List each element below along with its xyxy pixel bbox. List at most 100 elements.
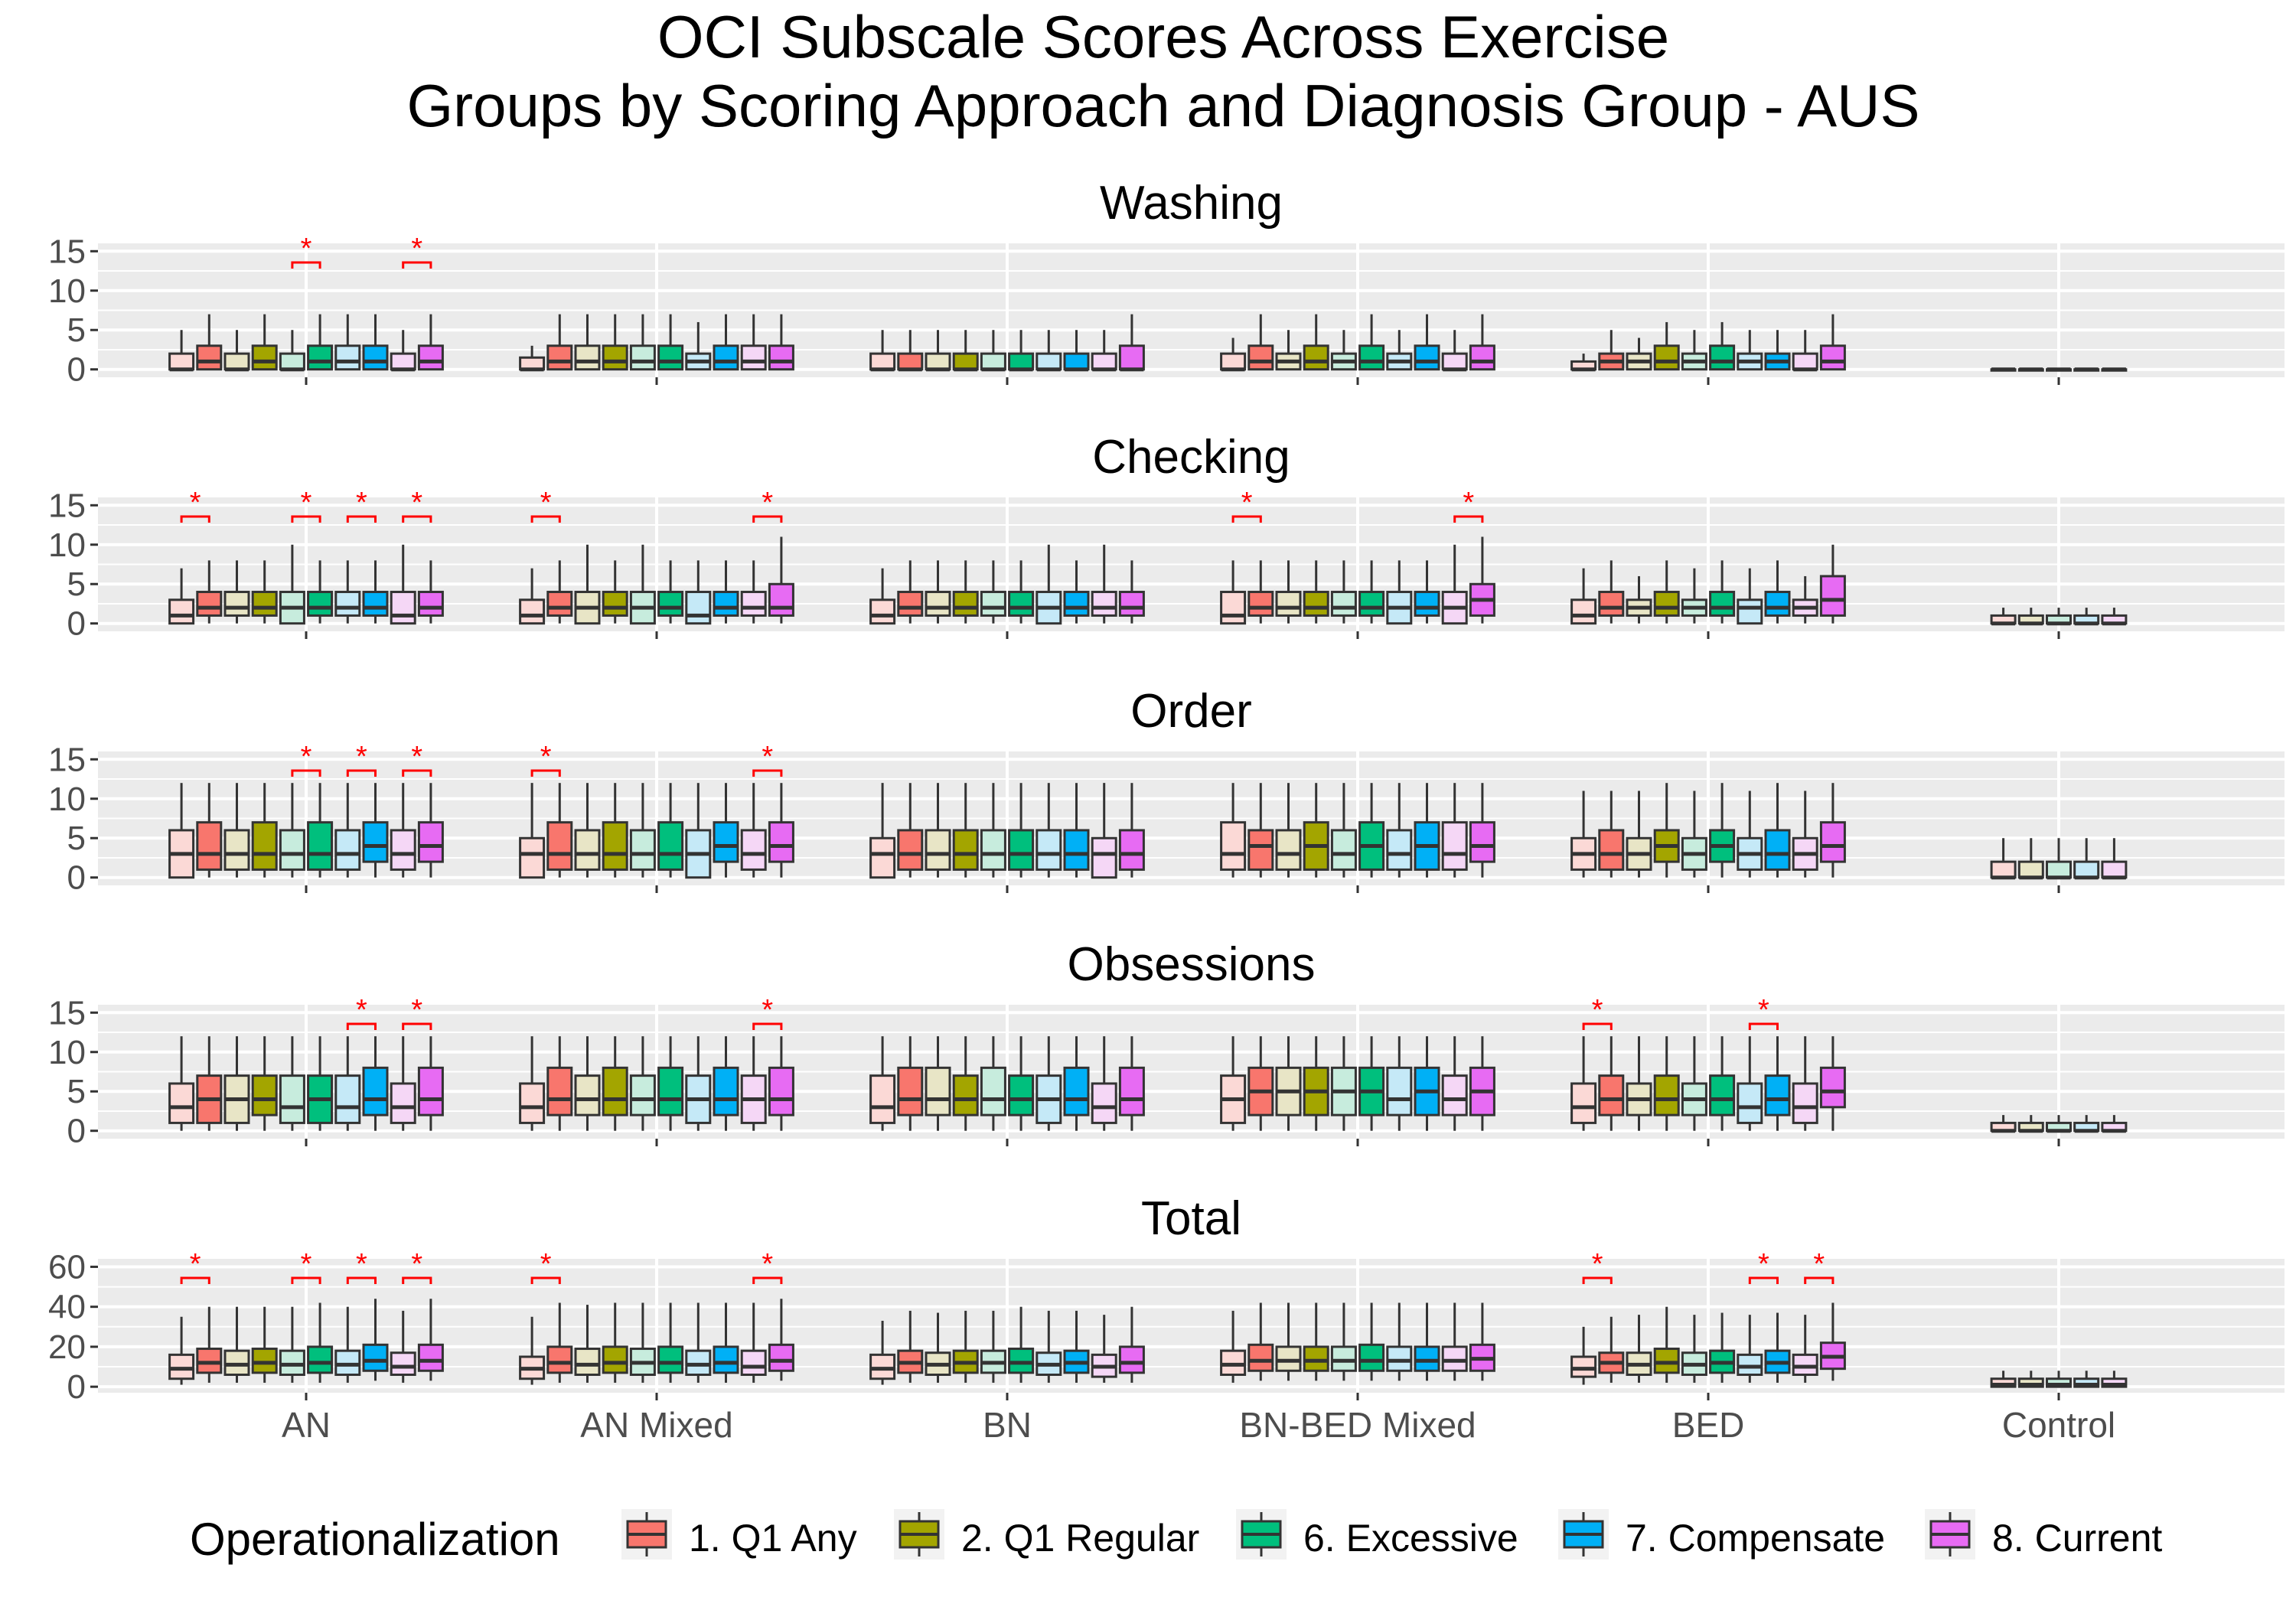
box-bed-4 xyxy=(1653,560,1680,624)
box-body xyxy=(1275,829,1302,871)
box-body xyxy=(279,1349,305,1376)
significance-bracket: * xyxy=(530,1248,561,1284)
box-body xyxy=(417,1343,444,1372)
box-bn-bed-mixed-4 xyxy=(1303,560,1329,624)
box-body xyxy=(1008,829,1035,871)
box-an-mixed-8 xyxy=(713,1036,739,1131)
box-body xyxy=(1441,352,1468,371)
box-control-4 xyxy=(2073,608,2100,626)
y-tick-label: 10 xyxy=(48,1034,86,1071)
box-bn-10 xyxy=(1118,314,1145,372)
box-body xyxy=(334,591,361,617)
box-body xyxy=(574,1348,601,1376)
y-tick-label: 0 xyxy=(67,859,86,897)
box-body xyxy=(740,591,767,617)
box-an-6 xyxy=(307,1036,334,1131)
box-body xyxy=(334,1349,361,1376)
box-control-3 xyxy=(2046,608,2072,626)
y-tick-label: 0 xyxy=(67,1113,86,1150)
box-body xyxy=(546,1345,573,1374)
box-an-mixed-2 xyxy=(546,1036,573,1131)
box-body xyxy=(713,821,739,863)
box-body xyxy=(602,821,628,871)
significance-star: * xyxy=(411,487,422,519)
box-an-9 xyxy=(390,783,416,878)
box-an-mixed-1 xyxy=(519,1316,546,1385)
box-bn-bed-mixed-10 xyxy=(1469,1036,1495,1131)
box-body xyxy=(768,1066,794,1116)
box-control-1 xyxy=(1990,1371,2017,1388)
box-body xyxy=(1386,1066,1413,1116)
box-bn-bed-mixed-1 xyxy=(1220,783,1247,878)
box-an-6 xyxy=(307,783,334,878)
significance-bracket: * xyxy=(752,994,783,1030)
box-bn-8 xyxy=(1063,330,1090,372)
box-body xyxy=(362,591,389,617)
box-bn-4 xyxy=(952,330,979,372)
box-body xyxy=(1653,1348,1680,1374)
box-control-4 xyxy=(2073,1371,2100,1388)
box-bn-bed-mixed-9 xyxy=(1441,1036,1468,1131)
box-body xyxy=(334,344,361,371)
box-bn-5 xyxy=(980,560,1006,624)
significance-bracket: * xyxy=(402,233,432,269)
box-body xyxy=(196,821,223,871)
box-an-4 xyxy=(251,560,278,624)
legend-item-2-q1-regular: 2. Q1 Regular xyxy=(894,1509,1199,1560)
box-bn-bed-mixed-1 xyxy=(1220,1310,1247,1383)
box-body xyxy=(602,344,628,371)
box-bed-1 xyxy=(1570,568,1597,625)
box-body xyxy=(519,598,546,625)
bracket-line xyxy=(530,1276,561,1284)
box-bn-bed-mixed-6 xyxy=(1358,783,1385,878)
box-bed-7 xyxy=(1737,330,1763,371)
box-body xyxy=(1303,591,1329,617)
box-body xyxy=(1330,591,1357,617)
bracket-line xyxy=(346,1022,377,1030)
box-bn-3 xyxy=(925,1036,951,1131)
box-bed-2 xyxy=(1598,790,1625,878)
y-tick-label: 10 xyxy=(48,781,86,818)
box-bed-10 xyxy=(1819,314,1846,371)
box-an-9 xyxy=(390,1036,416,1131)
box-an-10 xyxy=(417,314,444,371)
box-an-3 xyxy=(223,560,250,624)
box-an-mixed-6 xyxy=(657,1036,684,1131)
bracket-line xyxy=(180,515,210,523)
box-body xyxy=(168,598,195,625)
box-bn-5 xyxy=(980,1310,1006,1383)
box-body xyxy=(334,1074,361,1124)
box-body xyxy=(1598,591,1625,617)
significance-bracket: * xyxy=(180,487,210,523)
box-body xyxy=(1063,591,1090,617)
box-bed-5 xyxy=(1681,1315,1707,1383)
box-bed-1 xyxy=(1570,1326,1597,1385)
box-an-mixed-10 xyxy=(768,536,794,624)
box-body xyxy=(1737,1082,1763,1124)
box-body xyxy=(1570,1082,1597,1124)
box-body xyxy=(1303,344,1329,371)
box-body xyxy=(980,352,1006,371)
box-an-3 xyxy=(223,330,250,372)
box-body xyxy=(1792,1353,1818,1376)
box-body xyxy=(1220,821,1247,871)
box-an-mixed-7 xyxy=(685,1036,712,1131)
bracket-line xyxy=(291,261,321,269)
box-an-mixed-1 xyxy=(519,783,546,879)
box-body xyxy=(629,829,656,871)
box-an-6 xyxy=(307,1302,334,1383)
y-tick-label: 5 xyxy=(67,311,86,349)
y-tick-label: 5 xyxy=(67,820,86,857)
box-bn-4 xyxy=(952,1036,979,1131)
box-body xyxy=(1441,1074,1468,1116)
box-an-mixed-4 xyxy=(602,314,628,371)
box-an-7 xyxy=(334,560,361,624)
significance-bracket: * xyxy=(402,741,432,777)
box-an-5 xyxy=(279,544,305,625)
box-body xyxy=(2046,860,2072,879)
box-body xyxy=(362,344,389,371)
box-body xyxy=(546,821,573,871)
bracket-line xyxy=(291,515,321,523)
box-body xyxy=(897,829,924,871)
box-body xyxy=(1247,1343,1274,1372)
